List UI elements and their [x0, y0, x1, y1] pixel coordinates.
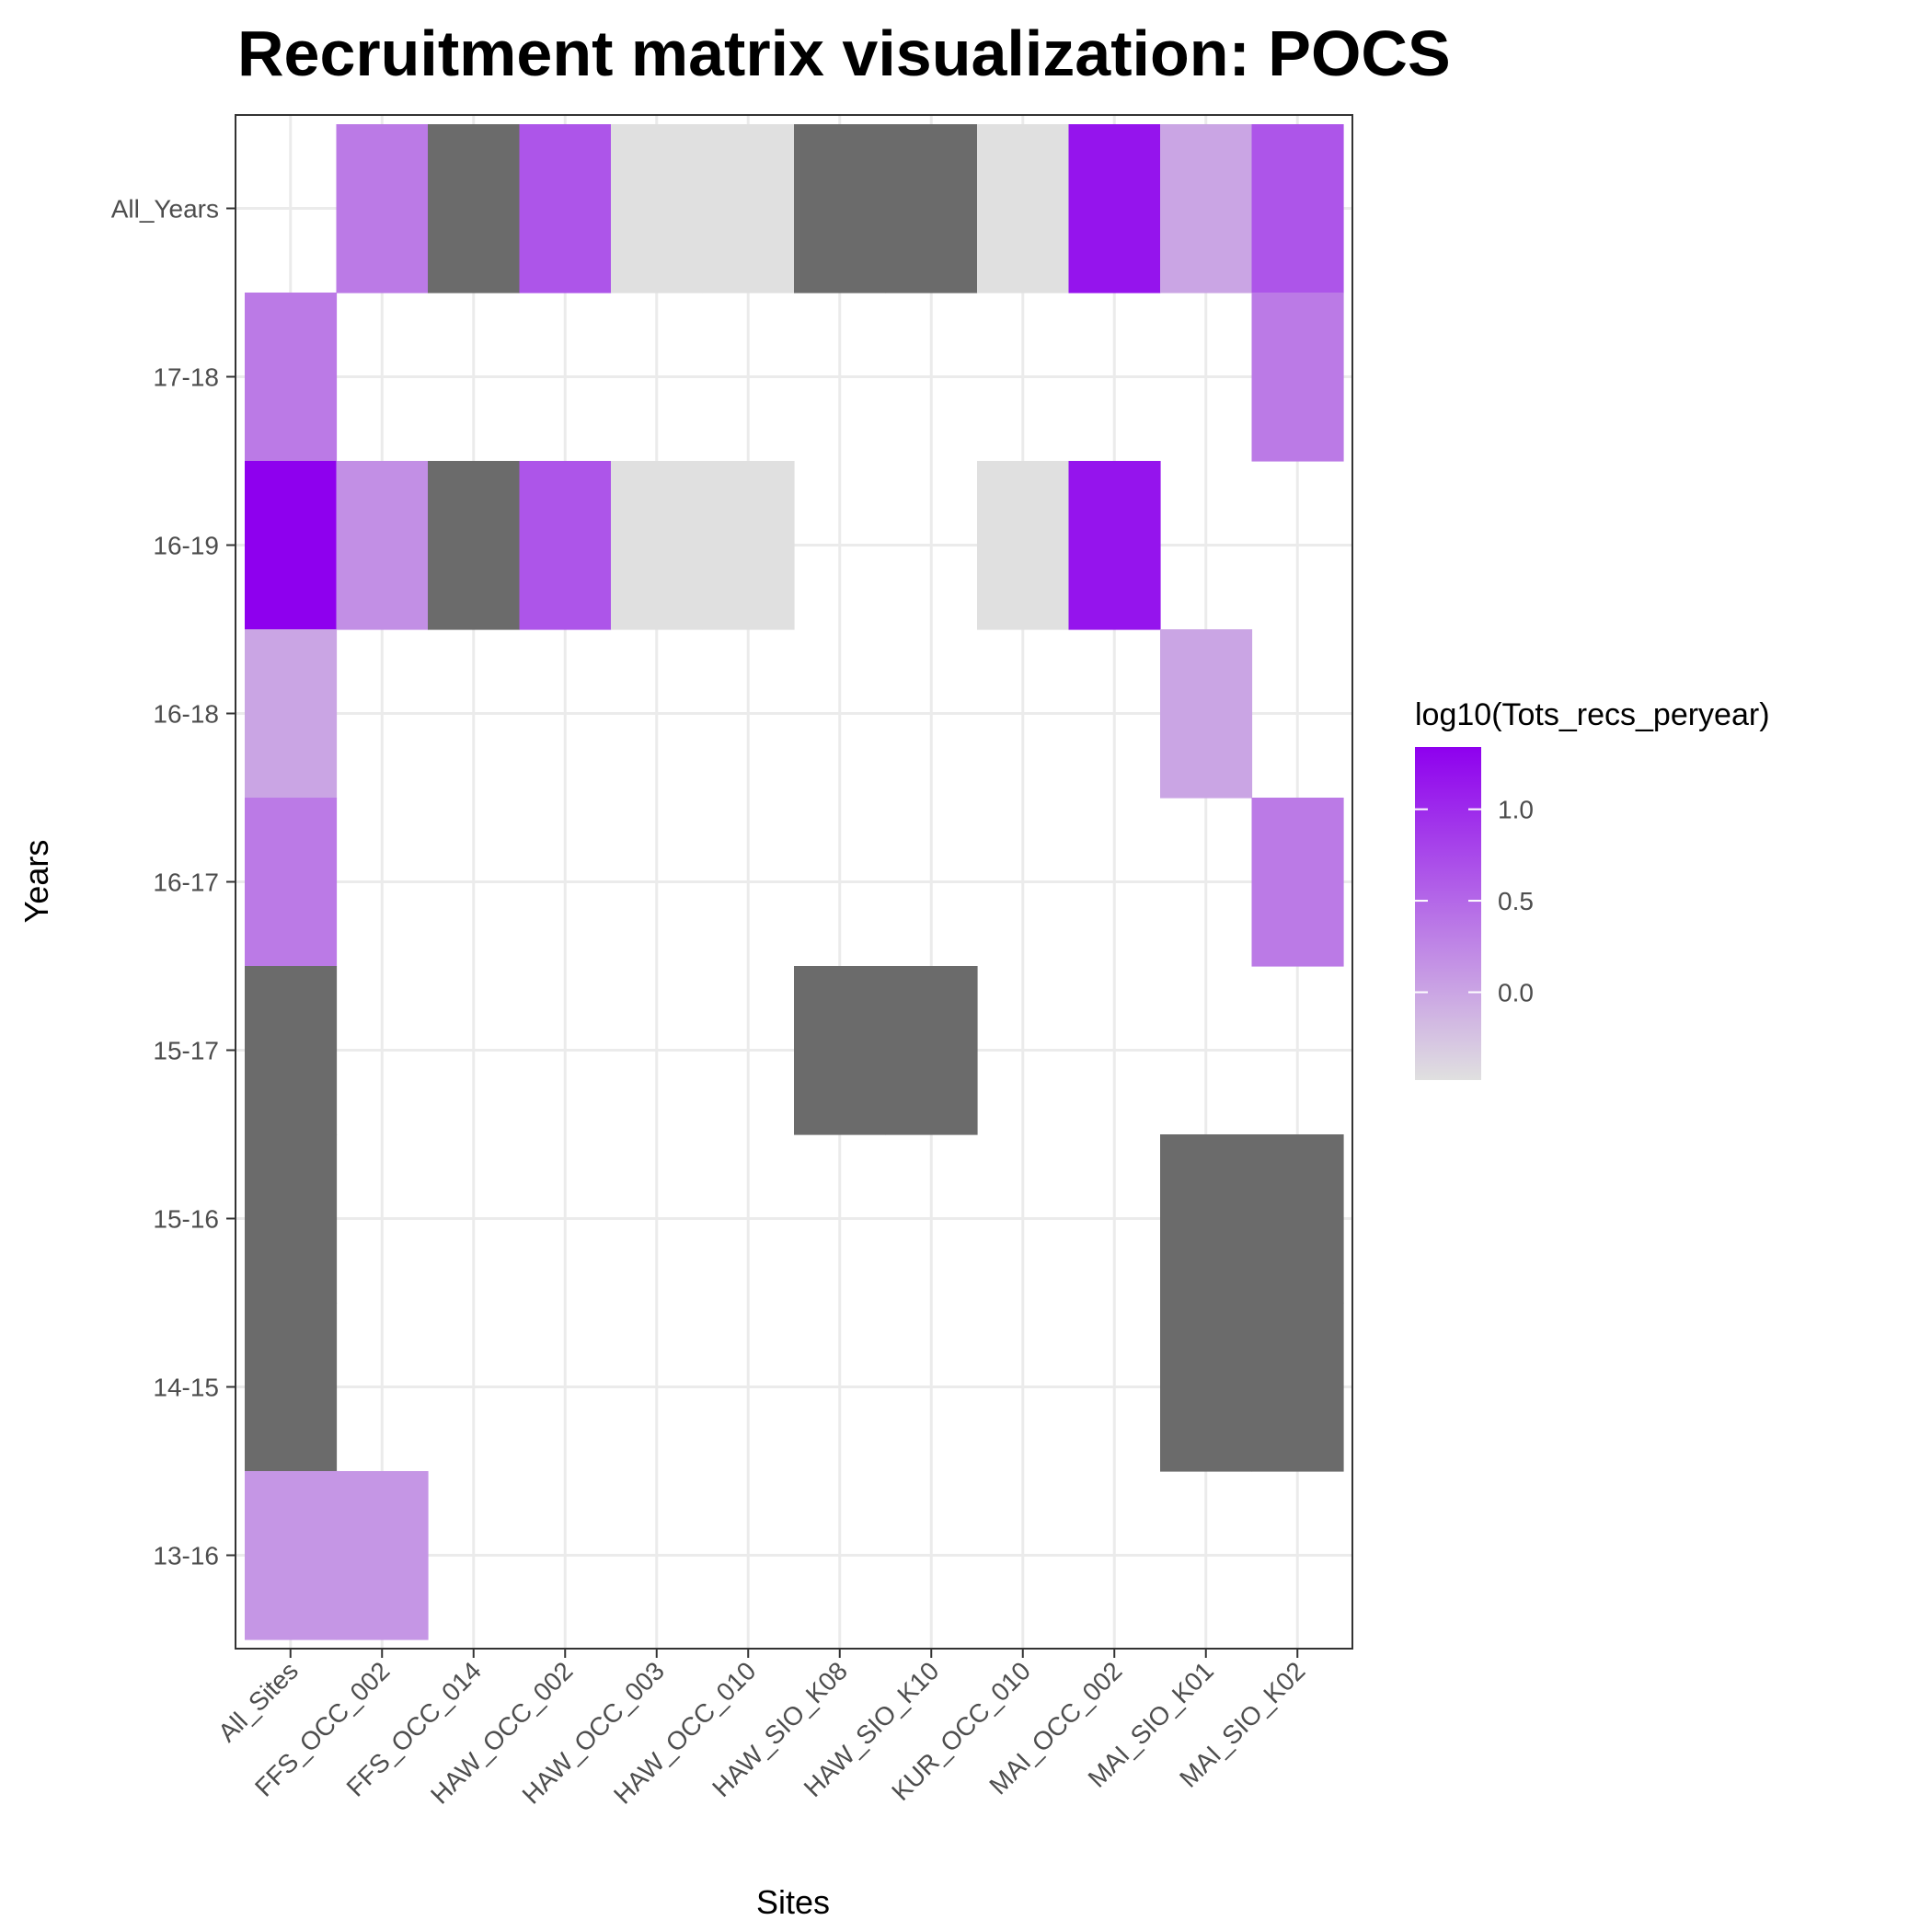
x-axis-title: Sites: [756, 1883, 830, 1921]
legend-colorbar: [1415, 747, 1481, 1080]
heatmap-cells: [245, 124, 1344, 1640]
chart-title: Recruitment matrix visualization: POCS: [237, 17, 1451, 89]
heatmap-cell: [519, 124, 612, 293]
heatmap-cell: [245, 1471, 338, 1640]
heatmap-cell: [1160, 1134, 1253, 1304]
heatmap-cell: [1160, 1303, 1253, 1472]
heatmap-cell: [428, 461, 521, 630]
y-tick-label: 16-18: [153, 700, 219, 729]
heatmap-cell: [977, 124, 1070, 293]
heatmap-cell: [1068, 124, 1161, 293]
y-tick-label: 17-18: [153, 363, 219, 392]
heatmap-cell: [336, 1471, 429, 1640]
y-axis-ticks: 13-16 14-15 15-16 15-17 16-17 16-18 16-19 17-18…: [111, 195, 236, 1570]
heatmap-cell: [336, 461, 429, 630]
heatmap-cell: [336, 124, 429, 293]
x-axis-ticks: All_SitesFFS_OCC_002FFS_OCC_014HAW_OCC_0…: [213, 1649, 1310, 1810]
y-tick-label: 13-16: [153, 1542, 219, 1570]
y-tick-label: 14-15: [153, 1374, 219, 1402]
y-tick-label: 15-16: [153, 1205, 219, 1234]
heatmap-cell: [885, 966, 978, 1135]
heatmap-cell: [1251, 798, 1344, 967]
heatmap-cell: [1251, 293, 1344, 462]
heatmap-cell: [245, 1134, 338, 1304]
heatmap-cell: [794, 966, 887, 1135]
legend-tick-label: 1.0: [1498, 796, 1534, 824]
heatmap-cell: [794, 124, 887, 293]
legend-ticks: 0.0 0.5 1.0: [1415, 796, 1534, 1007]
heatmap-cell: [245, 461, 338, 630]
heatmap-cell: [611, 461, 704, 630]
heatmap-cell: [1251, 1303, 1344, 1472]
heatmap-cell: [519, 461, 612, 630]
legend: log10(Tots_recs_peryear) 0.0 0.5 1.0: [1415, 697, 1770, 1080]
heatmap-cell: [1160, 124, 1253, 293]
heatmap-cell: [977, 461, 1070, 630]
heatmap-cell: [245, 293, 338, 462]
y-tick-label: All_Years: [111, 195, 219, 224]
heatmap-cell: [428, 124, 521, 293]
x-tick-label: All_Sites: [213, 1656, 304, 1747]
legend-tick-label: 0.0: [1498, 979, 1534, 1007]
heatmap-cell: [1068, 461, 1161, 630]
heatmap-cell: [1251, 1134, 1344, 1304]
heatmap-cell: [885, 124, 978, 293]
heatmap-cell: [702, 461, 795, 630]
heatmap-cell: [702, 124, 795, 293]
heatmap-cell: [245, 966, 338, 1135]
legend-title: log10(Tots_recs_peryear): [1415, 697, 1770, 732]
y-tick-label: 16-17: [153, 868, 219, 897]
heatmap-cell: [245, 629, 338, 799]
heatmap-cell: [245, 798, 338, 967]
y-tick-label: 15-17: [153, 1037, 219, 1065]
y-tick-label: 16-19: [153, 532, 219, 560]
heatmap-cell: [1160, 629, 1253, 799]
heatmap-cell: [245, 1303, 338, 1472]
heatmap-cell: [611, 124, 704, 293]
y-axis-title: Years: [17, 840, 55, 924]
legend-tick-label: 0.5: [1498, 887, 1534, 915]
heatmap-cell: [1251, 124, 1344, 293]
